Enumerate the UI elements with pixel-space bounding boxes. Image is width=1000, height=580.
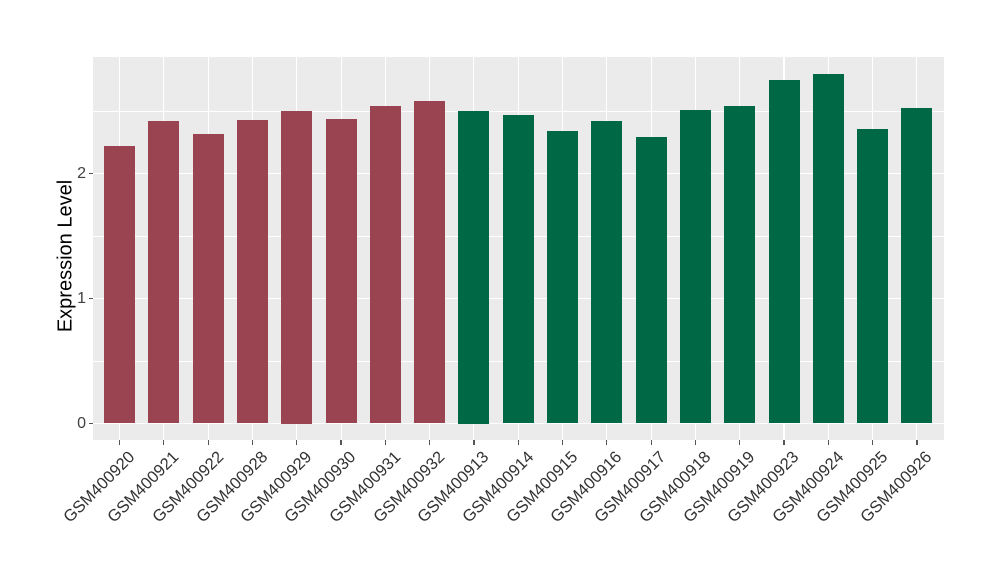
x-tick-mark [606,440,608,445]
bar-GSM400922 [192,133,224,424]
bar-GSM400918 [679,110,711,424]
x-tick-mark [783,440,785,445]
bar-GSM400928 [236,119,268,424]
bar-GSM400920 [104,146,136,424]
bar-GSM400931 [369,106,401,424]
bar-GSM400932 [414,101,446,424]
bar-GSM400917 [635,137,667,424]
x-tick-mark [207,440,209,445]
x-tick-mark [916,440,918,445]
x-tick-mark [872,440,874,445]
bar-GSM400929 [281,111,313,424]
x-tick-mark [473,440,475,445]
bar-GSM400926 [901,107,933,424]
y-tick-mark [88,173,93,175]
x-tick-mark [561,440,564,445]
x-tick-mark [429,440,431,445]
x-tick-mark [650,440,652,445]
x-tick-mark [251,440,254,445]
y-major-gridline [93,422,944,425]
bar-GSM400914 [502,114,534,424]
y-minor-gridline [93,110,944,112]
bar-GSM400919 [724,106,756,424]
y-tick-label: 1 [77,289,86,307]
x-tick-mark [694,440,697,445]
x-tick-mark [296,440,298,445]
y-tick-mark [88,422,93,425]
plot-panel [93,57,944,440]
x-tick-mark [827,440,829,445]
y-tick-mark [88,298,93,300]
x-tick-mark [340,440,342,445]
bar-GSM400923 [768,80,800,424]
x-tick-mark [118,440,121,445]
bar-GSM400913 [458,111,490,424]
bar-GSM400916 [591,121,623,424]
x-tick-mark [163,440,165,445]
x-tick-mark [384,440,386,445]
bar-GSM400925 [857,128,889,424]
x-tick-mark [517,440,519,445]
y-axis-title: Expression Level [54,179,77,333]
bar-GSM400915 [547,131,579,424]
bar-GSM400930 [325,118,357,424]
x-tick-mark [739,440,741,445]
bar-GSM400924 [812,73,844,424]
bar-GSM400921 [148,121,180,424]
y-tick-label: 0 [77,414,86,432]
y-tick-label: 2 [77,164,86,182]
